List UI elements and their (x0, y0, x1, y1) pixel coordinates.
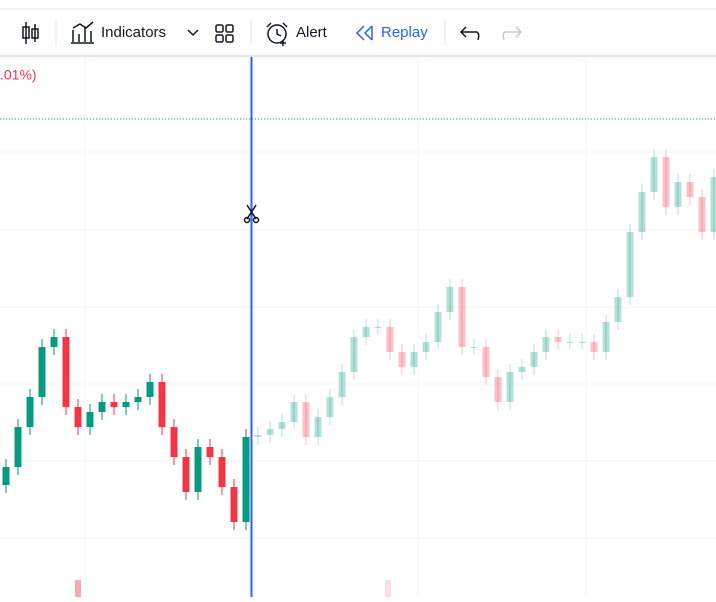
candle-body (87, 412, 94, 427)
candle-body (495, 377, 502, 402)
candle-body (147, 382, 154, 397)
candle-body (711, 177, 716, 232)
candle-body (183, 457, 190, 492)
candle-body (663, 157, 670, 207)
candle-body (375, 327, 382, 328)
candle-body (15, 427, 22, 467)
candle-body (603, 322, 610, 352)
candle-body (171, 427, 178, 457)
candle-body (447, 287, 454, 312)
replay-label: Replay (381, 24, 428, 41)
candle-body (459, 287, 466, 347)
candle-body (687, 182, 694, 197)
candle-body (27, 397, 34, 427)
dropdown-chevron[interactable] (188, 30, 198, 35)
candle-body (423, 342, 430, 352)
candle-body (159, 382, 166, 427)
undo-button[interactable] (461, 27, 479, 40)
candle-body (3, 467, 10, 485)
candle-body (219, 457, 226, 487)
candle-body (195, 447, 202, 492)
replay-button[interactable]: Replay (357, 24, 428, 41)
candle-body (111, 402, 118, 407)
volume-bar (75, 580, 81, 597)
candle-body (615, 297, 622, 322)
redo-button (503, 27, 521, 40)
candle-body (675, 182, 682, 207)
candle-body (651, 157, 658, 192)
candle-body (243, 437, 250, 522)
candle-body (135, 397, 142, 402)
candle-body (279, 422, 286, 429)
candle-body (267, 429, 274, 435)
candle-body (507, 372, 514, 402)
candles (3, 149, 716, 530)
candle-type-button[interactable] (23, 22, 38, 44)
candle-body (639, 192, 646, 232)
candle-body (351, 337, 358, 372)
candle-body (63, 337, 70, 407)
candle-body (411, 352, 418, 367)
alert-label: Alert (296, 24, 328, 41)
candle-body (339, 372, 346, 397)
candle-body (435, 312, 442, 342)
candle-body (483, 347, 490, 377)
candle-body (207, 447, 214, 457)
candle-body (399, 352, 406, 367)
change-label: .01%) (0, 67, 37, 83)
candle-body (567, 342, 574, 343)
candle-body (123, 402, 130, 407)
candle-body (291, 402, 298, 422)
alert-button[interactable]: Alert (267, 23, 328, 46)
candle-body (255, 435, 262, 437)
candle-body (387, 327, 394, 352)
indicators-button[interactable]: Indicators (71, 22, 166, 43)
candle-body (327, 397, 334, 417)
candle-body (627, 232, 634, 297)
candle-body (519, 367, 526, 372)
candle-body (51, 337, 58, 347)
candle-body (555, 337, 562, 342)
candle-body (543, 337, 550, 352)
candle-body (231, 487, 238, 522)
candle-body (75, 407, 82, 427)
candle-body (471, 347, 478, 348)
candle-body (699, 197, 706, 232)
candle-body (99, 402, 106, 412)
indicators-label: Indicators (101, 24, 166, 41)
candle-body (39, 347, 46, 397)
candle-body (363, 327, 370, 337)
candle-body (303, 402, 310, 437)
candle-body (531, 352, 538, 367)
candle-body (579, 342, 586, 343)
volume-bar (385, 580, 391, 597)
layouts-button[interactable] (216, 25, 233, 42)
candle-body (315, 417, 322, 437)
candle-body (591, 342, 598, 352)
